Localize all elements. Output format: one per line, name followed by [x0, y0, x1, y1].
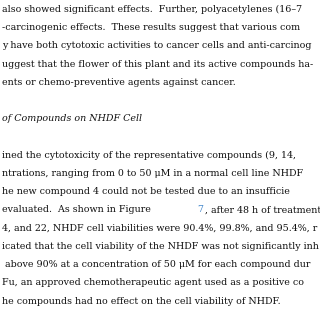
Text: he new compound 4 could not be tested due to an insufficie: he new compound 4 could not be tested du… — [2, 187, 290, 196]
Text: uggest that the flower of this plant and its active compounds ha-: uggest that the flower of this plant and… — [2, 60, 313, 68]
Text: evaluated.  As shown in Figure: evaluated. As shown in Figure — [2, 205, 154, 214]
Text: also showed significant effects.  Further, polyacetylenes (16–7: also showed significant effects. Further… — [2, 5, 302, 14]
Text: he compounds had no effect on the cell viability of NHDF.: he compounds had no effect on the cell v… — [2, 297, 280, 306]
Text: icated that the cell viability of the NHDF was not significantly inh: icated that the cell viability of the NH… — [2, 242, 318, 251]
Text: of Compounds on NHDF Cell: of Compounds on NHDF Cell — [2, 114, 141, 123]
Text: 4, and 22, NHDF cell viabilities were 90.4%, 99.8%, and 95.4%, r: 4, and 22, NHDF cell viabilities were 90… — [2, 224, 317, 233]
Text: ents or chemo-preventive agents against cancer.: ents or chemo-preventive agents against … — [2, 78, 235, 87]
Text: ined the cytotoxicity of the representative compounds (9, 14,: ined the cytotoxicity of the representat… — [2, 151, 296, 160]
Text: above 90% at a concentration of 50 μM for each compound dur: above 90% at a concentration of 50 μM fo… — [2, 260, 310, 269]
Text: Fu, an approved chemotherapeutic agent used as a positive co: Fu, an approved chemotherapeutic agent u… — [2, 278, 304, 287]
Text: y have both cytotoxic activities to cancer cells and anti-carcinog: y have both cytotoxic activities to canc… — [2, 41, 311, 50]
Text: , after 48 h of treatment wit: , after 48 h of treatment wit — [205, 205, 320, 214]
Text: -carcinogenic effects.  These results suggest that various com: -carcinogenic effects. These results sug… — [2, 23, 300, 32]
Text: 7: 7 — [197, 205, 204, 214]
Text: ntrations, ranging from 0 to 50 μM in a normal cell line NHDF: ntrations, ranging from 0 to 50 μM in a … — [2, 169, 303, 178]
